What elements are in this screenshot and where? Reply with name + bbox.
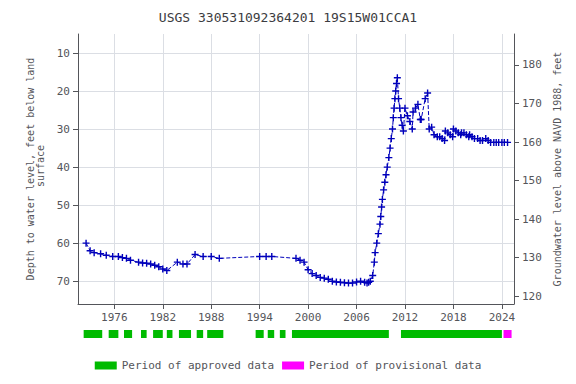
- svg-text:1988: 1988: [198, 311, 225, 324]
- svg-text:30: 30: [57, 123, 70, 136]
- svg-text:Groundwater level above NAVD 1: Groundwater level above NAVD 1988, feet: [552, 52, 563, 287]
- svg-text:160: 160: [522, 136, 542, 149]
- svg-text:2018: 2018: [440, 311, 467, 324]
- svg-text:130: 130: [522, 251, 542, 264]
- svg-text:60: 60: [57, 237, 70, 250]
- svg-text:Depth to water level, feet bel: Depth to water level, feet below land: [25, 57, 37, 281]
- svg-text:40: 40: [57, 161, 70, 174]
- svg-text:2000: 2000: [295, 311, 322, 324]
- svg-text:20: 20: [57, 85, 70, 98]
- svg-text:140: 140: [522, 213, 542, 226]
- svg-text:120: 120: [522, 290, 542, 303]
- svg-text:surface: surface: [35, 145, 46, 193]
- svg-text:2012: 2012: [392, 311, 419, 324]
- svg-text:Period of approved data: Period of approved data: [122, 359, 274, 372]
- svg-text:1976: 1976: [101, 311, 128, 324]
- svg-text:2006: 2006: [343, 311, 370, 324]
- svg-text:150: 150: [522, 174, 542, 187]
- svg-text:1982: 1982: [150, 311, 177, 324]
- svg-text:Period of provisional data: Period of provisional data: [309, 359, 481, 372]
- svg-text:50: 50: [57, 199, 70, 212]
- svg-text:10: 10: [57, 47, 70, 60]
- svg-text:170: 170: [522, 97, 542, 110]
- svg-text:70: 70: [57, 275, 70, 288]
- svg-text:1994: 1994: [246, 311, 273, 324]
- svg-text:2024: 2024: [489, 311, 516, 324]
- svg-text:USGS 330531092364201 19S15W01C: USGS 330531092364201 19S15W01CCA1: [159, 10, 417, 25]
- svg-text:180: 180: [522, 58, 542, 71]
